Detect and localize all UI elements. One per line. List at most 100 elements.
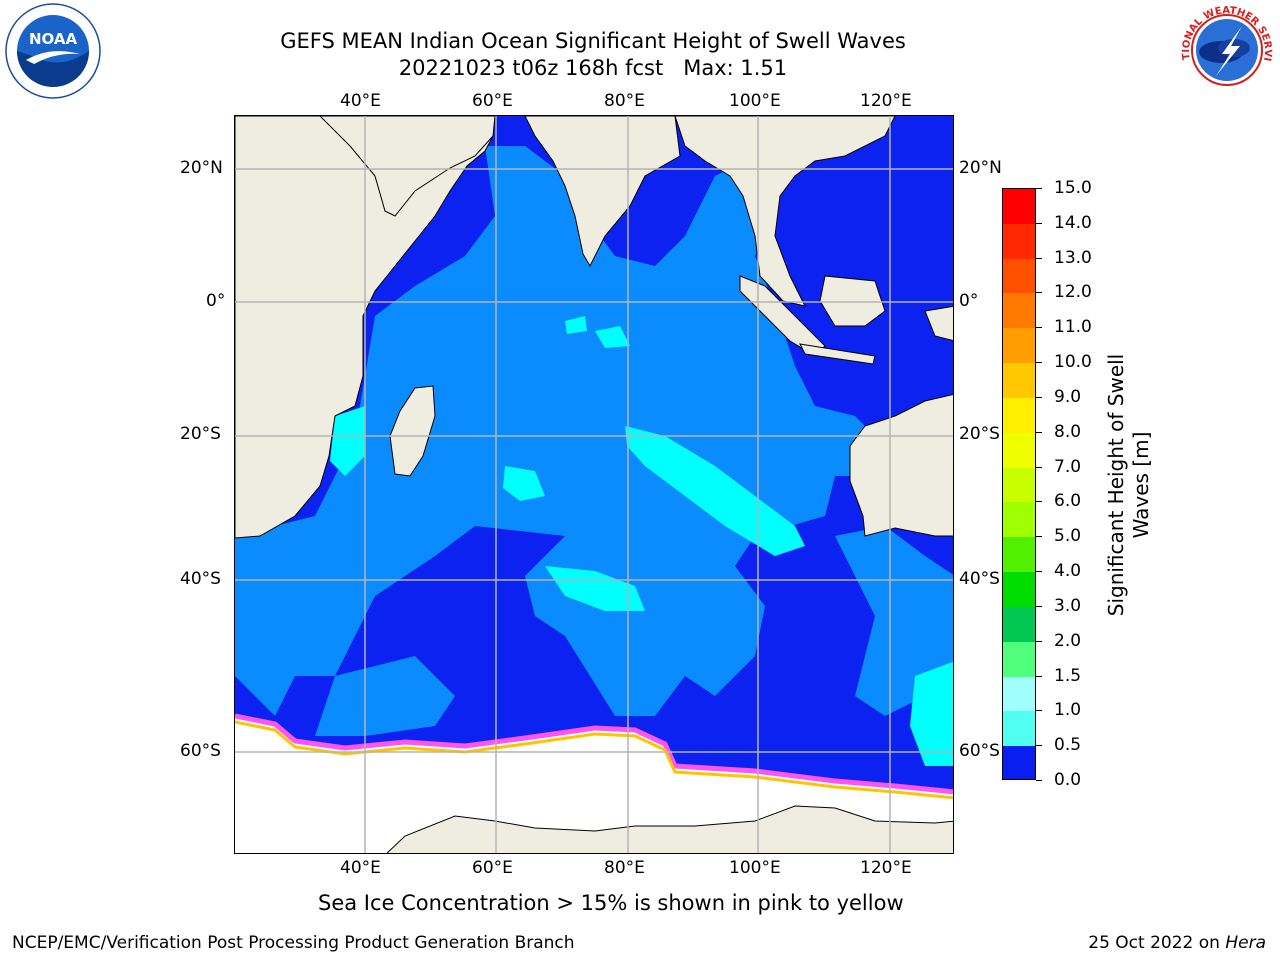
lon-tick-bottom: 60°E [472, 858, 513, 878]
swell-high-patch [330, 406, 365, 476]
land-india [524, 116, 681, 268]
colorbar-segment [1003, 746, 1035, 779]
land-arabia [319, 116, 496, 217]
colorbar-tick-label: 10.0 [1054, 352, 1092, 373]
colorbar-tick-mark [1036, 466, 1042, 468]
colorbar-segment [1003, 606, 1035, 643]
lat-tick-right: 40°S [959, 569, 1000, 589]
land-madagascar [389, 385, 436, 477]
lon-tick-bottom: 100°E [729, 858, 781, 878]
swell-high-patch [910, 661, 953, 766]
colorbar-tick-mark [1036, 745, 1042, 747]
lat-tick-left: 60°S [180, 741, 221, 761]
lat-tick-right: 20°N [959, 158, 1002, 178]
lat-tick-left: 40°S [180, 569, 221, 589]
swell-high-patch [595, 326, 630, 348]
colorbar-segment [1003, 432, 1035, 469]
swell-high-patch [545, 566, 645, 611]
sea-ice-edge-outer [235, 720, 953, 800]
lon-tick-top: 80°E [604, 91, 645, 111]
colorbar-tick-label: 1.5 [1054, 665, 1082, 686]
colorbar-tick-mark [1036, 571, 1042, 573]
colorbar-tick-mark [1036, 536, 1042, 538]
colorbar-tick-label: 5.0 [1054, 526, 1082, 547]
lon-tick-top: 40°E [340, 91, 381, 111]
chart-subtitle: 20221023 t06z 168h fcst Max: 1.51 [398, 56, 788, 80]
colorbar-tick-mark [1036, 222, 1042, 224]
land-australia [849, 393, 953, 537]
colorbar-segment [1003, 572, 1035, 608]
swell-high-patch [503, 466, 545, 501]
colorbar-tick-label: 15.0 [1054, 178, 1092, 198]
lat-tick-right: 60°S [959, 741, 1000, 761]
land-africa [235, 116, 496, 539]
lon-tick-top: 100°E [729, 91, 781, 111]
footer-host: Hera [1225, 933, 1266, 953]
chart-title: GEFS MEAN Indian Ocean Significant Heigh… [280, 29, 906, 53]
swell-height-map [234, 115, 954, 854]
colorbar-segment [1003, 293, 1035, 330]
lon-tick-top: 60°E [472, 91, 513, 111]
colorbar-tick-label: 14.0 [1054, 212, 1092, 233]
swell-high-patch [565, 316, 587, 334]
colorbar-segment [1003, 641, 1035, 678]
footer-date-text: 25 Oct 2022 on [1088, 933, 1226, 953]
colorbar-tick-mark [1036, 257, 1042, 259]
colorbar-tick-label: 1.0 [1054, 700, 1082, 721]
colorbar-tick-mark [1036, 188, 1042, 189]
colorbar-segment [1003, 502, 1035, 539]
land-southeast-asia [674, 116, 896, 307]
colorbar-segment [1003, 328, 1035, 365]
colorbar-tick-mark [1036, 501, 1042, 503]
lat-tick-right: 0° [959, 291, 979, 311]
sea-ice-edge [235, 713, 953, 795]
noaa-logo-text: NOAA [29, 30, 78, 48]
colorbar-segment [1003, 711, 1035, 748]
colorbar-tick-label: 6.0 [1054, 491, 1082, 512]
lon-tick-top: 120°E [860, 91, 912, 111]
colorbar-tick-mark [1036, 640, 1042, 642]
colorbar-tick-mark [1036, 327, 1042, 329]
lat-tick-left: 20°S [180, 424, 221, 444]
colorbar-segment [1003, 363, 1035, 399]
colorbar-segment [1003, 258, 1035, 295]
graticule [235, 116, 953, 853]
lat-tick-left: 20°N [180, 158, 223, 178]
colorbar-segment [1003, 467, 1035, 504]
nws-logo: NATIONAL WEATHER SERVICE [1172, 0, 1278, 100]
colorbar-segment [1003, 676, 1035, 713]
colorbar-segment [1003, 189, 1035, 225]
swell-mid-zone-east [835, 526, 953, 716]
colorbar-segment [1003, 223, 1035, 260]
land-islands-east [924, 305, 953, 342]
colorbar-tick-mark [1036, 710, 1042, 712]
swell-high-patch [625, 426, 805, 556]
colorbar-title: Significant Height of Swell Waves [m] [1104, 353, 1153, 617]
swell-mid-zone [235, 146, 885, 716]
footer-organization: NCEP/EMC/Verification Post Processing Pr… [12, 933, 575, 953]
colorbar-segment [1003, 397, 1035, 434]
lat-tick-left: 0° [206, 291, 226, 311]
colorbar-tick-mark [1036, 675, 1042, 677]
swell-mid-zone-south [315, 656, 455, 736]
colorbar-tick-mark [1036, 292, 1042, 294]
colorbar-tick-label: 2.0 [1054, 630, 1082, 651]
colorbar-tick-label: 4.0 [1054, 561, 1082, 582]
lon-tick-bottom: 40°E [340, 858, 381, 878]
land-borneo [819, 275, 886, 327]
colorbar-tick-label: 3.0 [1054, 595, 1082, 616]
colorbar-tick-label: 0.0 [1054, 770, 1082, 790]
colorbar-tick-label: 12.0 [1054, 282, 1092, 303]
lon-tick-bottom: 120°E [860, 858, 912, 878]
colorbar-tick-label: 13.0 [1054, 247, 1092, 268]
colorbar-tick-mark [1036, 431, 1042, 433]
colorbar [1002, 188, 1036, 780]
colorbar-tick-label: 9.0 [1054, 386, 1082, 407]
lat-tick-right: 20°S [959, 424, 1000, 444]
colorbar-tick-label: 7.0 [1054, 456, 1082, 477]
sea-ice-caption: Sea Ice Concentration > 15% is shown in … [318, 891, 904, 915]
colorbar-tick-mark [1036, 605, 1042, 607]
colorbar-tick-mark [1036, 362, 1042, 364]
colorbar-tick-label: 0.5 [1054, 735, 1082, 756]
noaa-logo: NOAA [4, 2, 102, 100]
